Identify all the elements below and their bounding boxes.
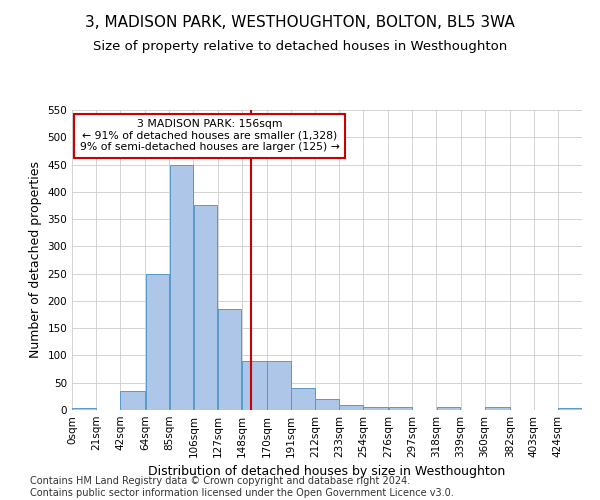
Bar — [72, 408, 96, 410]
Bar — [218, 309, 241, 410]
Bar — [558, 408, 582, 410]
Bar — [242, 361, 266, 410]
Text: Contains HM Land Registry data © Crown copyright and database right 2024.
Contai: Contains HM Land Registry data © Crown c… — [30, 476, 454, 498]
Y-axis label: Number of detached properties: Number of detached properties — [29, 162, 42, 358]
Bar — [485, 408, 509, 410]
Bar — [437, 408, 460, 410]
Bar — [194, 206, 217, 410]
Bar — [146, 274, 169, 410]
Text: 3, MADISON PARK, WESTHOUGHTON, BOLTON, BL5 3WA: 3, MADISON PARK, WESTHOUGHTON, BOLTON, B… — [85, 15, 515, 30]
Bar — [291, 388, 315, 410]
Bar — [364, 408, 388, 410]
Bar — [315, 399, 339, 410]
X-axis label: Distribution of detached houses by size in Westhoughton: Distribution of detached houses by size … — [148, 466, 506, 478]
Text: 3 MADISON PARK: 156sqm
← 91% of detached houses are smaller (1,328)
9% of semi-d: 3 MADISON PARK: 156sqm ← 91% of detached… — [80, 119, 340, 152]
Bar — [389, 408, 412, 410]
Bar — [267, 361, 290, 410]
Bar — [339, 404, 363, 410]
Bar — [121, 391, 145, 410]
Text: Size of property relative to detached houses in Westhoughton: Size of property relative to detached ho… — [93, 40, 507, 53]
Bar — [170, 164, 193, 410]
